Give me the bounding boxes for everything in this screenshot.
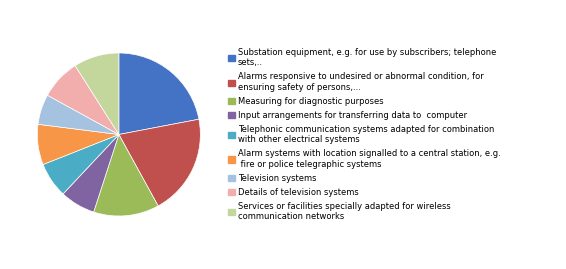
Wedge shape xyxy=(37,124,119,165)
Wedge shape xyxy=(38,95,119,134)
Wedge shape xyxy=(75,53,119,134)
Wedge shape xyxy=(94,134,158,216)
Wedge shape xyxy=(119,53,199,134)
Wedge shape xyxy=(63,134,119,212)
Legend: Substation equipment, e.g. for use by subscribers; telephone
sets,.., Alarms res: Substation equipment, e.g. for use by su… xyxy=(226,46,503,223)
Wedge shape xyxy=(48,66,119,134)
Wedge shape xyxy=(43,134,119,194)
Wedge shape xyxy=(119,119,200,206)
